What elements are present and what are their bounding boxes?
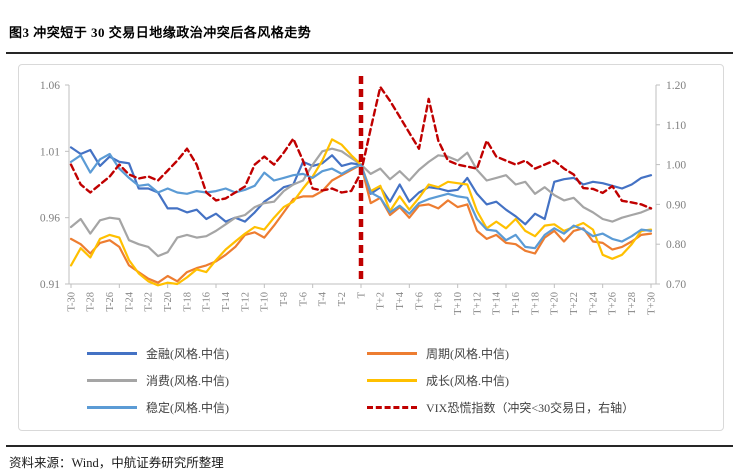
svg-text:1.00: 1.00	[666, 160, 686, 172]
svg-text:T+8: T+8	[434, 292, 445, 310]
svg-text:T-10: T-10	[260, 292, 271, 311]
svg-text:T-26: T-26	[105, 292, 116, 311]
legend-item-growth: 成长(风格.中信)	[367, 373, 509, 388]
svg-text:0.91: 0.91	[40, 279, 60, 291]
chart-card: 0.91 0.96 1.01 1.06 0.70 0.80 0.90 1.00 1.10 1.20…	[18, 64, 724, 431]
legend-label-finance: 金融(风格.中信)	[146, 346, 229, 361]
svg-text:T-16: T-16	[202, 292, 213, 311]
svg-text:T+30: T+30	[646, 292, 657, 315]
svg-text:T+6: T+6	[414, 292, 425, 310]
svg-text:T-6: T-6	[298, 292, 309, 306]
svg-text:T+20: T+20	[550, 292, 561, 315]
legend-line-swatch-finance	[87, 351, 137, 355]
svg-text:T+2: T+2	[376, 292, 387, 310]
legend-line-swatch-stable	[87, 405, 137, 409]
svg-text:T+22: T+22	[569, 292, 580, 315]
legend-item-stable: 稳定(风格.中信)	[87, 400, 229, 415]
svg-text:T-14: T-14	[221, 291, 232, 311]
svg-text:T+16: T+16	[511, 292, 522, 315]
legend-line-swatch-consumer	[87, 378, 137, 382]
svg-text:T: T	[356, 291, 367, 298]
legend-item-vix: VIX恐慌指数（冲突<30交易日，右轴）	[367, 400, 635, 415]
svg-text:T+14: T+14	[492, 291, 503, 315]
svg-text:T+28: T+28	[627, 292, 638, 315]
legend-label-stable: 稳定(风格.中信)	[146, 400, 229, 415]
svg-text:T-30: T-30	[66, 292, 77, 311]
svg-text:T-4: T-4	[318, 291, 329, 306]
svg-text:T-28: T-28	[86, 292, 97, 311]
source-note: 资料来源：Wind，中航证券研究所整理	[9, 456, 224, 470]
svg-text:T+12: T+12	[472, 292, 483, 315]
legend-label-vix: VIX恐慌指数（冲突<30交易日，右轴）	[426, 400, 635, 415]
svg-text:T-18: T-18	[182, 292, 193, 311]
legend-label-cyclical: 周期(风格.中信)	[426, 346, 509, 361]
legend-label-consumer: 消费(风格.中信)	[146, 373, 229, 388]
svg-text:1.10: 1.10	[666, 120, 686, 132]
svg-text:T-12: T-12	[240, 292, 251, 311]
svg-text:T+24: T+24	[588, 291, 599, 315]
svg-text:T+10: T+10	[453, 292, 464, 315]
svg-text:0.70: 0.70	[666, 279, 686, 291]
svg-text:0.90: 0.90	[666, 199, 686, 211]
svg-text:T+18: T+18	[530, 292, 541, 315]
legend-line-swatch-growth	[367, 378, 417, 382]
footer-divider-line	[6, 445, 733, 447]
legend-item-finance: 金融(风格.中信)	[87, 346, 229, 361]
svg-text:T-2: T-2	[337, 292, 348, 306]
svg-text:0.80: 0.80	[666, 239, 686, 251]
legend-line-swatch-cyclical	[367, 351, 417, 355]
page-title: 图3 冲突短于 30 交易日地缘政治冲突后各风格走势	[9, 25, 312, 40]
svg-text:T-22: T-22	[144, 292, 155, 311]
svg-text:0.96: 0.96	[40, 213, 60, 225]
title-divider-line	[6, 52, 733, 54]
legend-item-consumer: 消费(风格.中信)	[87, 373, 229, 388]
svg-text:1.06: 1.06	[40, 80, 60, 92]
legend-label-growth: 成长(风格.中信)	[426, 373, 509, 388]
svg-text:T-8: T-8	[279, 292, 290, 306]
svg-text:T+26: T+26	[608, 292, 619, 315]
svg-text:T+4: T+4	[395, 291, 406, 309]
svg-text:T-24: T-24	[124, 291, 135, 311]
style-trend-line-chart: 0.91 0.96 1.01 1.06 0.70 0.80 0.90 1.00 1.10 1.20…	[40, 76, 686, 315]
svg-text:T-20: T-20	[163, 292, 174, 311]
svg-text:1.01: 1.01	[40, 146, 60, 158]
legend-item-cyclical: 周期(风格.中信)	[367, 346, 509, 361]
legend-line-swatch-vix	[367, 405, 417, 409]
svg-text:1.20: 1.20	[666, 80, 686, 92]
